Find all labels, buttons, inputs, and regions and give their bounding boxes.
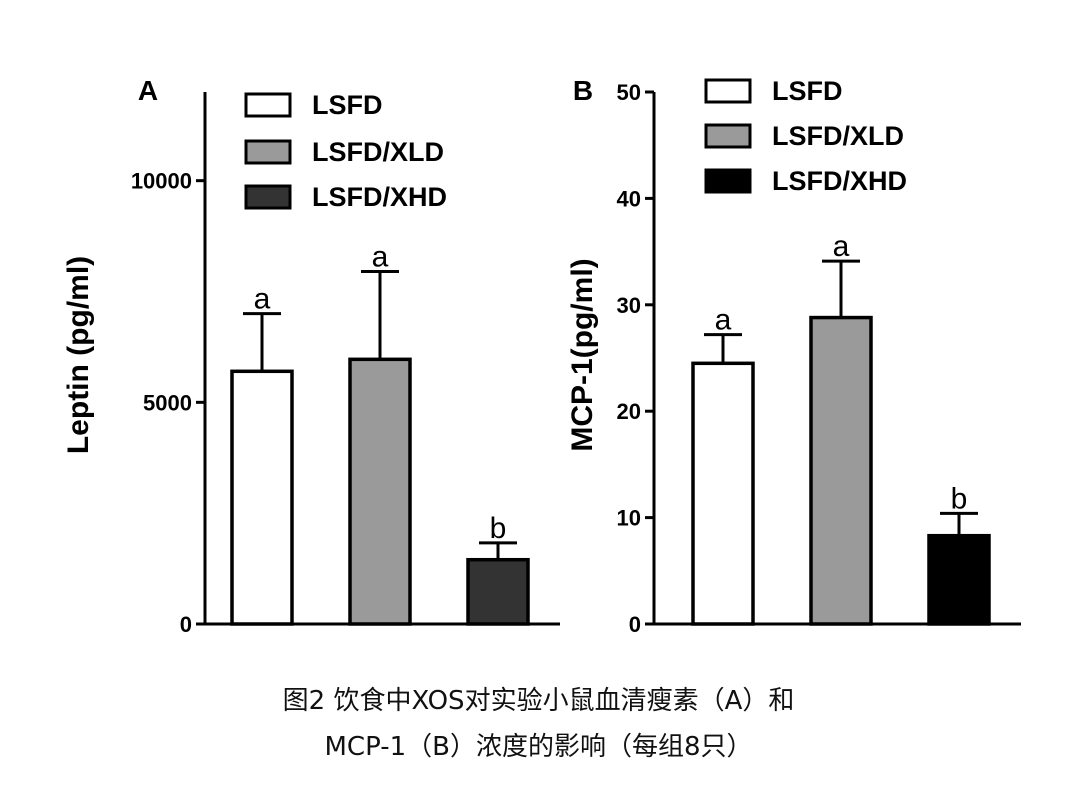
figure: 0 5000 10000 a a b A Leptin (pg/ml) LSFD LSFD/XLD…: [62, 75, 1021, 637]
panel-b-legend-swatch-1: [704, 78, 752, 104]
panel-a-y-tick-label: 10000: [131, 169, 192, 194]
panel-a-y-tick-label: 5000: [143, 390, 192, 415]
panel-b-y-tick-label: 50: [617, 80, 641, 105]
panel-b-label: B: [573, 75, 593, 106]
panel-a-significance-label: b: [490, 512, 507, 545]
panel-b-significance-label: b: [951, 482, 968, 515]
panel-b-y-tick-label: 0: [629, 612, 641, 637]
panel-b-significance-label: a: [833, 230, 850, 263]
panel-a-legend-label-3: LSFD/XHD: [312, 182, 447, 212]
panel-a-legend-swatch-2: [244, 139, 292, 165]
panel-a-significance-label: a: [254, 283, 271, 316]
panel-a-label: A: [138, 75, 158, 106]
figure-caption-line-1: 图2 饮食中XOS对实验小鼠血清瘦素（A）和: [282, 686, 795, 716]
panel-b-legend-label-1: LSFD: [772, 76, 843, 106]
panel-a-bar-2: [348, 357, 412, 626]
panel-a-legend-swatch-1: [244, 92, 292, 118]
panel-b-legend-swatch-2: [704, 123, 752, 149]
panel-b-bar-2: [809, 315, 873, 626]
panel-b-y-tick-label: 20: [617, 399, 641, 424]
panel-b-legend-label-3: LSFD/XHD: [772, 166, 907, 196]
figure-caption-line-2: MCP-1（B）浓度的影响（每组8只）: [324, 732, 753, 762]
panel-a-legend-label-1: LSFD: [312, 90, 383, 120]
panel-b-y-tick-label: 40: [617, 186, 641, 211]
panel-a-significance-label: a: [372, 241, 389, 274]
panel-b-bar-1: [691, 361, 755, 626]
panel-b-bar-3: [927, 533, 991, 626]
panel-a-y-tick-label: 0: [180, 612, 192, 637]
panel-b-y-tick-label: 30: [617, 293, 641, 318]
panel-b-significance-label: a: [715, 304, 732, 337]
panel-a-legend-swatch-3: [244, 184, 292, 210]
panel-a-y-axis-label: Leptin (pg/ml): [62, 256, 95, 454]
panel-b-legend-swatch-3: [704, 168, 752, 194]
panel-a-legend-label-2: LSFD/XLD: [312, 137, 444, 167]
panel-a-bar-1: [230, 369, 294, 626]
panel-b-y-axis-label: MCP-1(pg/ml): [566, 258, 599, 451]
panel-b-y-tick-label: 10: [617, 506, 641, 531]
panel-a-bar-3: [466, 557, 530, 626]
panel-b-legend-label-2: LSFD/XLD: [772, 121, 904, 151]
